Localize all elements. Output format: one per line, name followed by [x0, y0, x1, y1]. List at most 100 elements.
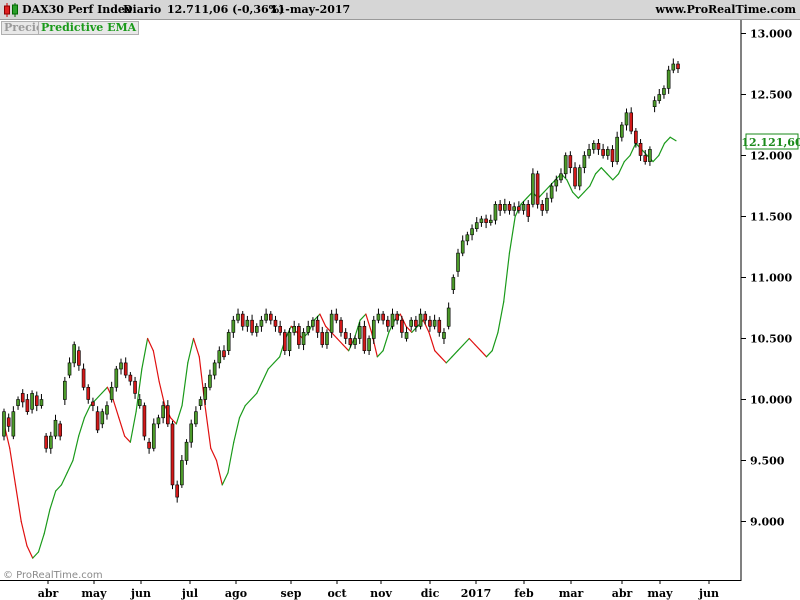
candle-body [325, 332, 329, 345]
candle-body [442, 332, 446, 339]
candle-body [301, 332, 306, 345]
candle-body [521, 204, 526, 211]
ema-value-tag: 12.121,60 [741, 133, 800, 150]
candle-body [105, 405, 109, 415]
candle-body [86, 386, 91, 400]
candle-body [25, 399, 30, 412]
candle-body [620, 124, 624, 138]
watermark: © ProRealTime.com [3, 570, 103, 581]
x-tick-label: jun [130, 587, 151, 600]
candle-body [456, 252, 460, 272]
ema-segment [101, 386, 108, 394]
x-tick-label: feb [514, 587, 534, 600]
candle-body [11, 411, 16, 437]
x-tick-label: dic [421, 587, 440, 600]
candle-body [194, 411, 198, 425]
site-name[interactable]: www.ProRealTime.com [655, 3, 797, 16]
ema-segment [141, 337, 149, 370]
candle-body [123, 362, 128, 376]
ema-segment [663, 136, 671, 144]
legend-price[interactable]: Precio [1, 21, 47, 35]
x-axis: abr may jun jul ago sep oct nov dic 2017 feb mar abr… [38, 580, 719, 600]
ema-segment [543, 185, 551, 193]
candle-body [432, 319, 437, 327]
legend-indicator[interactable]: Predictive EMA [38, 21, 140, 35]
ema-segment [617, 161, 625, 175]
candle-body [254, 325, 259, 333]
ema-segment [572, 191, 579, 199]
candle-body [268, 313, 273, 321]
candle-body [479, 218, 484, 223]
candle-body [91, 401, 95, 406]
candle-body [409, 319, 414, 327]
ema-segment [629, 142, 637, 157]
ema-segment [112, 398, 120, 419]
candle-body [498, 204, 502, 211]
candle-body [161, 405, 165, 419]
ema-segment [376, 350, 384, 358]
candle-body [638, 143, 643, 156]
ema-segment [434, 350, 442, 358]
ema-segment [181, 362, 189, 407]
y-axis: 13.000 12.500 12.000 11.500 11.000 10.500 10.0… [741, 28, 792, 529]
candle-body [81, 368, 86, 388]
candle-body [657, 94, 662, 101]
candle-body [147, 441, 151, 449]
ema-segment [485, 350, 493, 358]
plot-background [0, 20, 741, 580]
candle-body [114, 368, 119, 388]
candle-body [386, 319, 390, 327]
ema-segment [227, 441, 235, 474]
ema-segment [250, 392, 258, 401]
candle-body [540, 204, 545, 211]
ema-segment [445, 356, 453, 364]
x-tick-label: jun [698, 587, 719, 600]
candle-body [666, 69, 671, 89]
candle-body [339, 319, 343, 333]
ema-segment [78, 417, 86, 437]
candle-body [465, 234, 470, 242]
ema-segment [365, 313, 373, 333]
candle-body [573, 167, 577, 187]
candle-body [676, 63, 680, 70]
candle-body [63, 380, 67, 400]
quote: 12.711,06 (-0,36%) [167, 3, 285, 16]
ema-segment [233, 417, 241, 443]
candle-body [395, 313, 399, 321]
ema-segment [210, 447, 218, 462]
candle-body [400, 319, 404, 333]
candle-body [610, 149, 615, 162]
ema-segment [169, 417, 177, 425]
candle-body [240, 313, 245, 327]
ema-segment [244, 398, 252, 407]
candle-body [549, 185, 554, 199]
candle-body [367, 338, 371, 351]
candle-body [44, 435, 48, 449]
ema-segment [32, 551, 40, 559]
candle-body [315, 319, 320, 333]
ema-segment [342, 344, 350, 352]
ema-segment [135, 368, 143, 413]
ema-segment [313, 313, 321, 321]
candle-body [488, 219, 493, 223]
candle-body [212, 362, 217, 376]
candle-body [245, 319, 250, 327]
ema-segment [474, 344, 482, 352]
candle-body [231, 319, 236, 333]
candle-body [320, 332, 325, 345]
candle-body [217, 350, 222, 364]
ema-segment [238, 405, 246, 419]
candle-body [460, 240, 465, 254]
candle-body [100, 411, 105, 425]
ema-segment [658, 142, 666, 157]
ema-segment [623, 154, 631, 163]
candle-body [329, 313, 334, 333]
ema-segment [594, 167, 602, 175]
ema-segment [583, 185, 591, 193]
ema-value-label: 12.121,60 [741, 136, 800, 149]
candle-body [601, 149, 605, 156]
candle-body [53, 419, 58, 437]
candle-body [390, 313, 395, 327]
candle-body [591, 143, 596, 150]
